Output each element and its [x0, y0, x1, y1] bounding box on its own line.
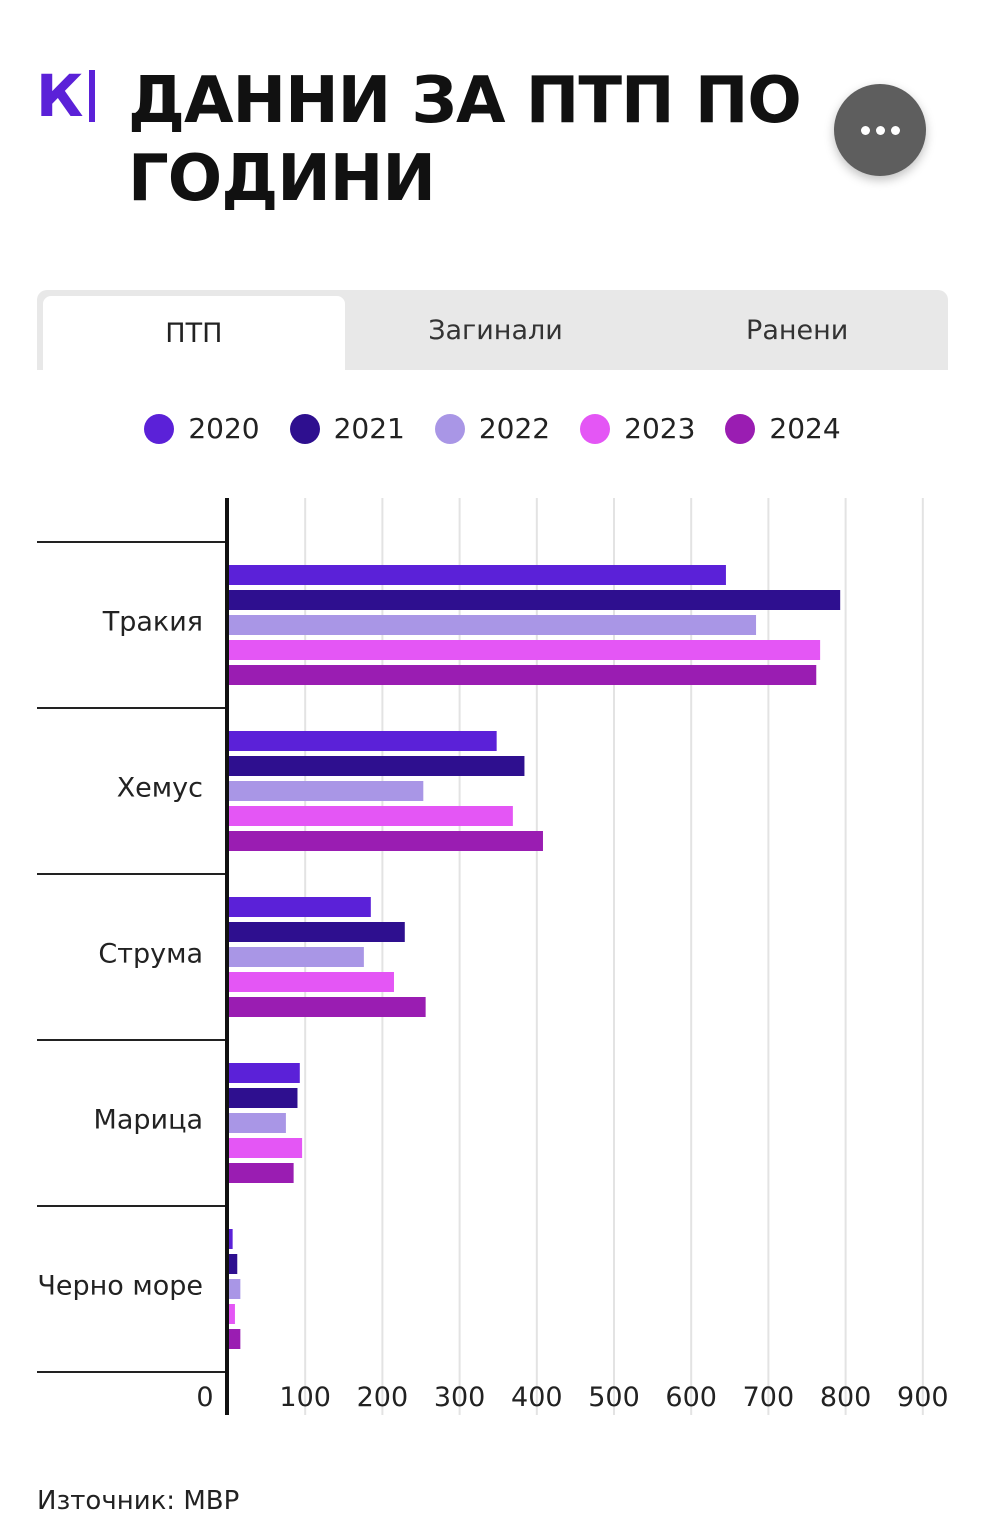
page-title: ДАННИ ЗА ПТП ПО ГОДИНИ — [128, 64, 802, 216]
legend-swatch — [289, 413, 320, 444]
legend-swatch — [580, 413, 611, 444]
bar — [228, 640, 821, 660]
logo-letter: К — [36, 62, 84, 130]
bar — [228, 922, 405, 942]
bar — [228, 665, 817, 685]
chart-legend: 2020 2021 2022 2023 2024 — [0, 412, 985, 445]
bar — [228, 590, 841, 610]
bar — [228, 806, 513, 826]
x-tick-label: 600 — [665, 1382, 717, 1413]
x-tick-label: 400 — [511, 1382, 563, 1413]
bar-chart: Тракия Хемус Струма Марица Черно море 0 100 200… — [37, 498, 949, 1415]
legend-item[interactable]: 2022 — [434, 412, 551, 445]
x-tick-label: 100 — [279, 1382, 331, 1413]
logo-bar — [89, 70, 96, 122]
x-tick-label: 900 — [897, 1382, 949, 1413]
x-tick-label: 800 — [820, 1382, 872, 1413]
legend-item[interactable]: 2021 — [289, 412, 405, 445]
bar — [228, 831, 543, 851]
bar — [228, 1088, 298, 1108]
bar — [228, 972, 394, 992]
bar — [228, 1138, 303, 1158]
legend-label: 2023 — [624, 412, 696, 445]
category-label: Черно море — [37, 1271, 203, 1302]
bar — [228, 997, 426, 1017]
bar — [228, 1329, 241, 1349]
tab-injured[interactable]: Ранени — [746, 314, 849, 346]
more-horizontal-icon — [875, 125, 885, 135]
x-tick-label: 500 — [588, 1382, 640, 1413]
bar — [228, 1063, 300, 1083]
logo: К — [36, 62, 96, 130]
category-label: Струма — [98, 939, 203, 970]
legend-item[interactable]: 2023 — [580, 412, 695, 445]
bar — [228, 1163, 294, 1183]
source-note: Източник: МВР — [37, 1486, 240, 1516]
x-tick-label: 700 — [743, 1382, 795, 1413]
bar — [228, 1113, 286, 1133]
legend-label: 2022 — [478, 412, 551, 445]
legend-item[interactable]: 2020 — [144, 412, 260, 445]
bar — [228, 897, 371, 917]
bar — [228, 756, 525, 776]
legend-swatch — [434, 413, 465, 444]
category-label: Тракия — [102, 607, 203, 638]
more-options-button[interactable] — [834, 84, 926, 176]
category-label: Хемус — [117, 773, 203, 804]
legend-label: 2020 — [188, 412, 260, 445]
bar — [228, 615, 757, 635]
legend-label: 2021 — [333, 412, 405, 445]
x-tick-label: 200 — [357, 1382, 409, 1413]
bar — [228, 1229, 233, 1249]
bar — [228, 731, 497, 751]
bar — [228, 1254, 238, 1274]
legend-label: 2024 — [769, 412, 841, 445]
bar — [228, 1304, 235, 1324]
legend-item[interactable]: 2024 — [725, 412, 841, 445]
bar — [228, 1279, 241, 1299]
tab-bar: ПТП Загинали Ранени — [37, 290, 948, 370]
category-label: Марица — [94, 1105, 203, 1136]
bar — [228, 947, 364, 967]
tab-ptp[interactable]: ПТП — [43, 296, 345, 370]
bar — [228, 565, 726, 585]
more-horizontal-icon — [860, 125, 870, 135]
x-tick-label: 300 — [434, 1382, 486, 1413]
more-horizontal-icon — [890, 125, 900, 135]
x-tick-label: 0 — [196, 1382, 213, 1413]
bar — [228, 781, 424, 801]
tab-killed[interactable]: Загинали — [428, 314, 563, 346]
legend-swatch — [144, 413, 175, 444]
legend-swatch — [725, 413, 756, 444]
